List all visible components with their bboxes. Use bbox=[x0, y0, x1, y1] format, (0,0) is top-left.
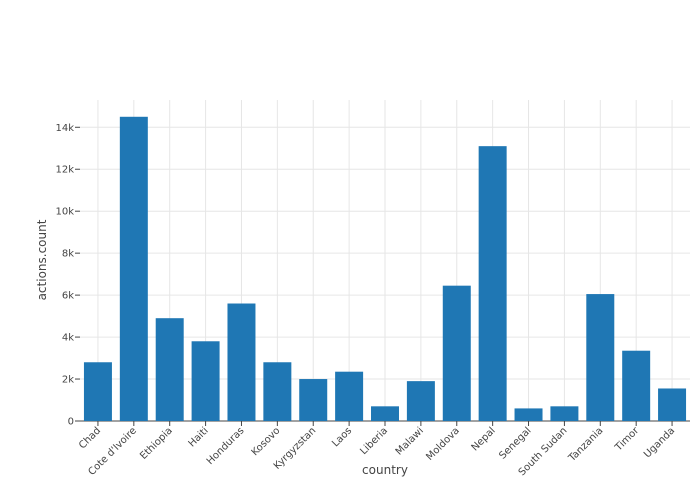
bar[interactable] bbox=[371, 406, 399, 421]
x-tick-label: Uganda bbox=[642, 425, 677, 460]
bar[interactable] bbox=[514, 408, 543, 421]
x-tick-label: Chad bbox=[77, 425, 103, 451]
bar[interactable] bbox=[83, 362, 112, 421]
bar[interactable] bbox=[119, 116, 148, 422]
x-tick-label: Kosovo bbox=[250, 425, 283, 458]
y-tick-label: 12k bbox=[55, 165, 74, 176]
y-tick-label: 8k bbox=[62, 249, 74, 260]
x-tick-label: Ethiopia bbox=[138, 425, 175, 462]
bar[interactable] bbox=[622, 350, 651, 421]
bar[interactable] bbox=[550, 406, 579, 421]
bar[interactable] bbox=[406, 381, 435, 421]
bar[interactable] bbox=[191, 341, 220, 421]
bar[interactable] bbox=[586, 294, 615, 421]
y-tick-label: 2k bbox=[62, 375, 74, 386]
bar[interactable] bbox=[155, 318, 184, 421]
bar[interactable] bbox=[658, 388, 687, 421]
bar[interactable] bbox=[335, 371, 364, 421]
bar[interactable] bbox=[263, 362, 292, 421]
x-tick-label: Malawi bbox=[394, 425, 426, 457]
x-tick-label: Tanzania bbox=[566, 425, 605, 464]
bar[interactable] bbox=[227, 303, 256, 421]
x-tick-label: Timor bbox=[613, 425, 642, 454]
y-tick-label: 10k bbox=[55, 207, 74, 218]
y-tick-label: 14k bbox=[55, 123, 74, 134]
bars bbox=[83, 116, 687, 422]
bar[interactable] bbox=[299, 379, 328, 421]
y-tick-label: 4k bbox=[62, 333, 74, 344]
x-tick-label: Haiti bbox=[187, 425, 211, 449]
y-tick-label: 6k bbox=[62, 291, 74, 302]
x-tick-label: Honduras bbox=[205, 425, 247, 467]
x-tick-label: Liberia bbox=[358, 425, 390, 457]
x-axis-title: country bbox=[362, 463, 408, 477]
bar[interactable] bbox=[442, 285, 471, 421]
x-tick-label: Moldova bbox=[424, 425, 462, 463]
x-tick-label: Laos bbox=[330, 425, 354, 449]
y-tick-label: 0 bbox=[68, 417, 74, 428]
x-tick-label: Nepal bbox=[470, 425, 498, 453]
y-axis-title: actions.count bbox=[35, 219, 49, 300]
x-tick-label: Senegal bbox=[497, 425, 533, 461]
bar[interactable] bbox=[478, 146, 507, 421]
y-tick-labels: 0 2k 4k 6k 8k 10k 12k 14k bbox=[55, 123, 74, 428]
